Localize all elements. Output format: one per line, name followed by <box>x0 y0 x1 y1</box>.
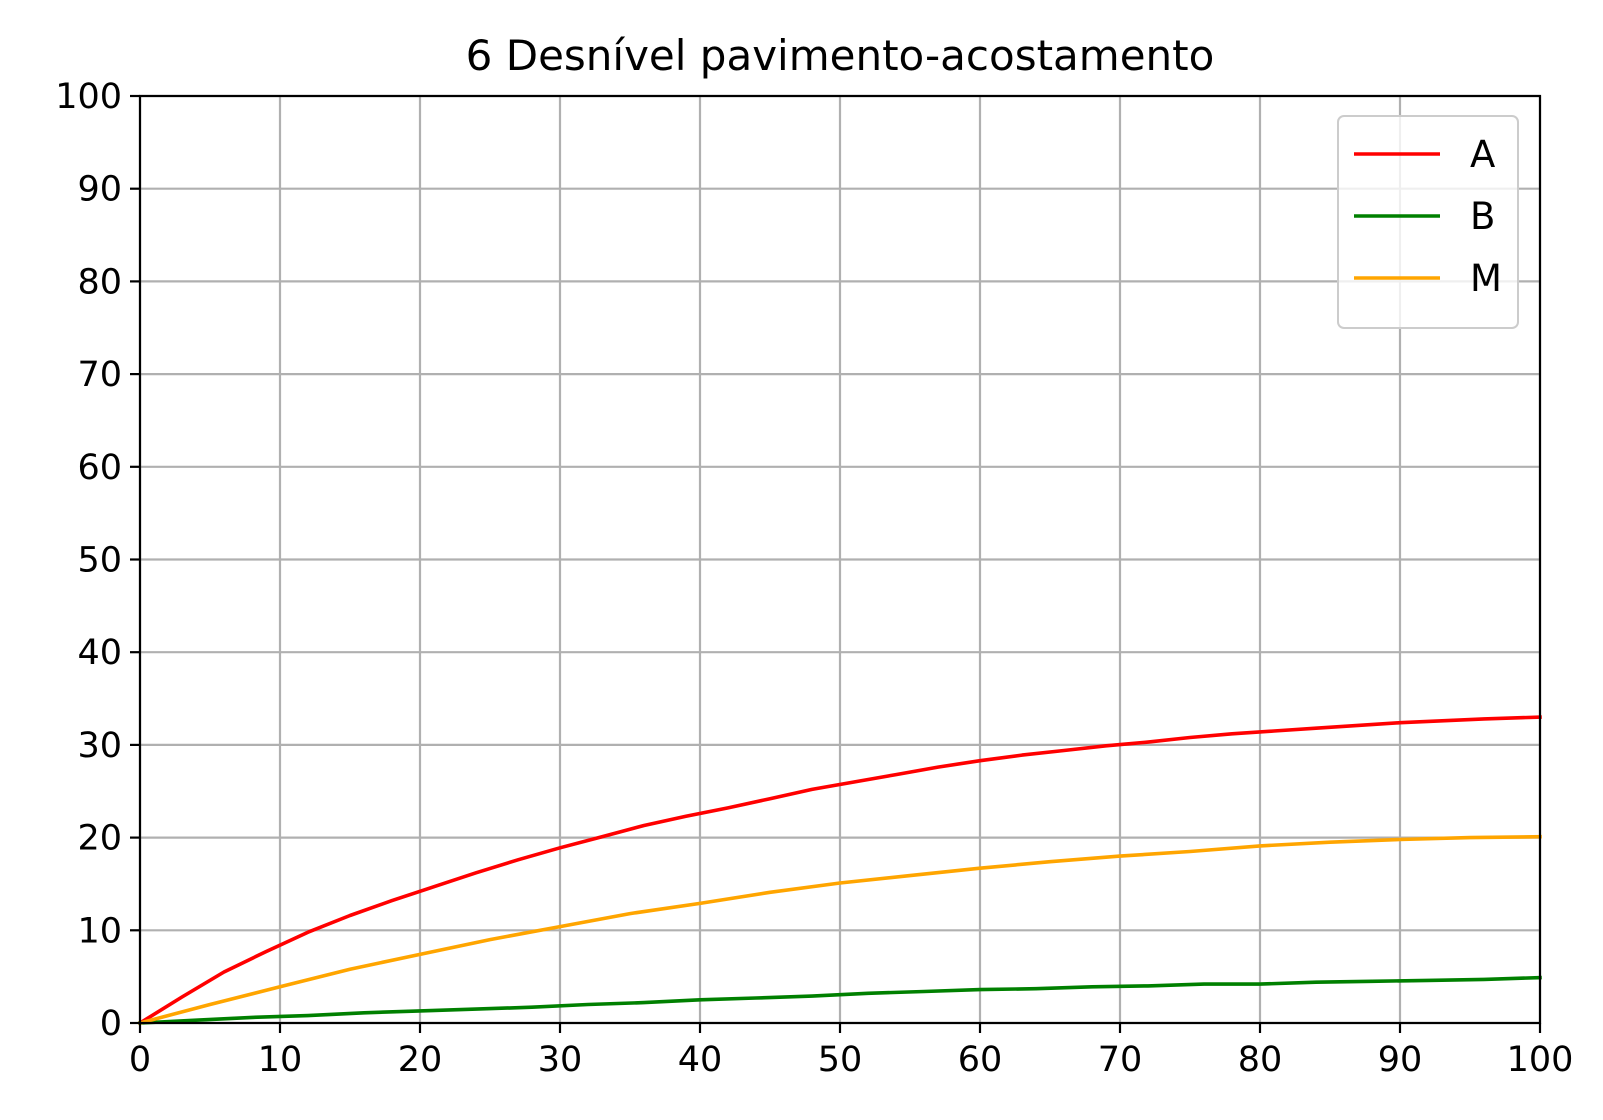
legend-frame <box>1337 115 1519 329</box>
y-tick-label: 80 <box>77 262 122 302</box>
y-tick-label: 20 <box>77 819 122 859</box>
x-tick-label: 20 <box>398 1040 443 1080</box>
legend-label-b: B <box>1470 195 1495 238</box>
y-tick-label: 90 <box>77 170 122 210</box>
legend: ABM <box>1337 115 1519 329</box>
x-tick-label: 70 <box>1098 1040 1143 1080</box>
series-line-a <box>137 715 1542 1026</box>
y-tick-label: 50 <box>77 541 122 581</box>
x-tick-label: 0 <box>129 1040 151 1080</box>
series-line-b <box>138 975 1542 1025</box>
x-tick-label: 100 <box>1507 1040 1574 1080</box>
y-tick-label: 30 <box>77 726 122 766</box>
legend-label-a: A <box>1470 133 1495 176</box>
x-tick-label: 60 <box>958 1040 1003 1080</box>
series-line-m <box>137 834 1542 1026</box>
legend-label-m: M <box>1470 257 1502 300</box>
x-tick-label: 40 <box>678 1040 723 1080</box>
y-tick-label: 0 <box>100 1004 122 1044</box>
y-tick-label: 100 <box>55 77 122 117</box>
series-lines <box>137 715 1542 1026</box>
x-tick-label: 50 <box>818 1040 863 1080</box>
y-tick-label: 70 <box>77 355 122 395</box>
chart-title: 6 Desnível pavimento-acostamento <box>466 31 1215 80</box>
x-tick-label: 30 <box>538 1040 583 1080</box>
y-tick-label: 10 <box>77 911 122 951</box>
x-tick-label: 90 <box>1378 1040 1423 1080</box>
y-tick-label: 40 <box>77 633 122 673</box>
x-tick-label: 80 <box>1238 1040 1283 1080</box>
y-tick-label: 60 <box>77 448 122 488</box>
axis-ticks: 0 10 20 30 40 50 60 70 80 90 100 0 10 20 30 40 50 60 70 80 9… <box>55 77 1573 1080</box>
x-tick-label: 10 <box>258 1040 303 1080</box>
